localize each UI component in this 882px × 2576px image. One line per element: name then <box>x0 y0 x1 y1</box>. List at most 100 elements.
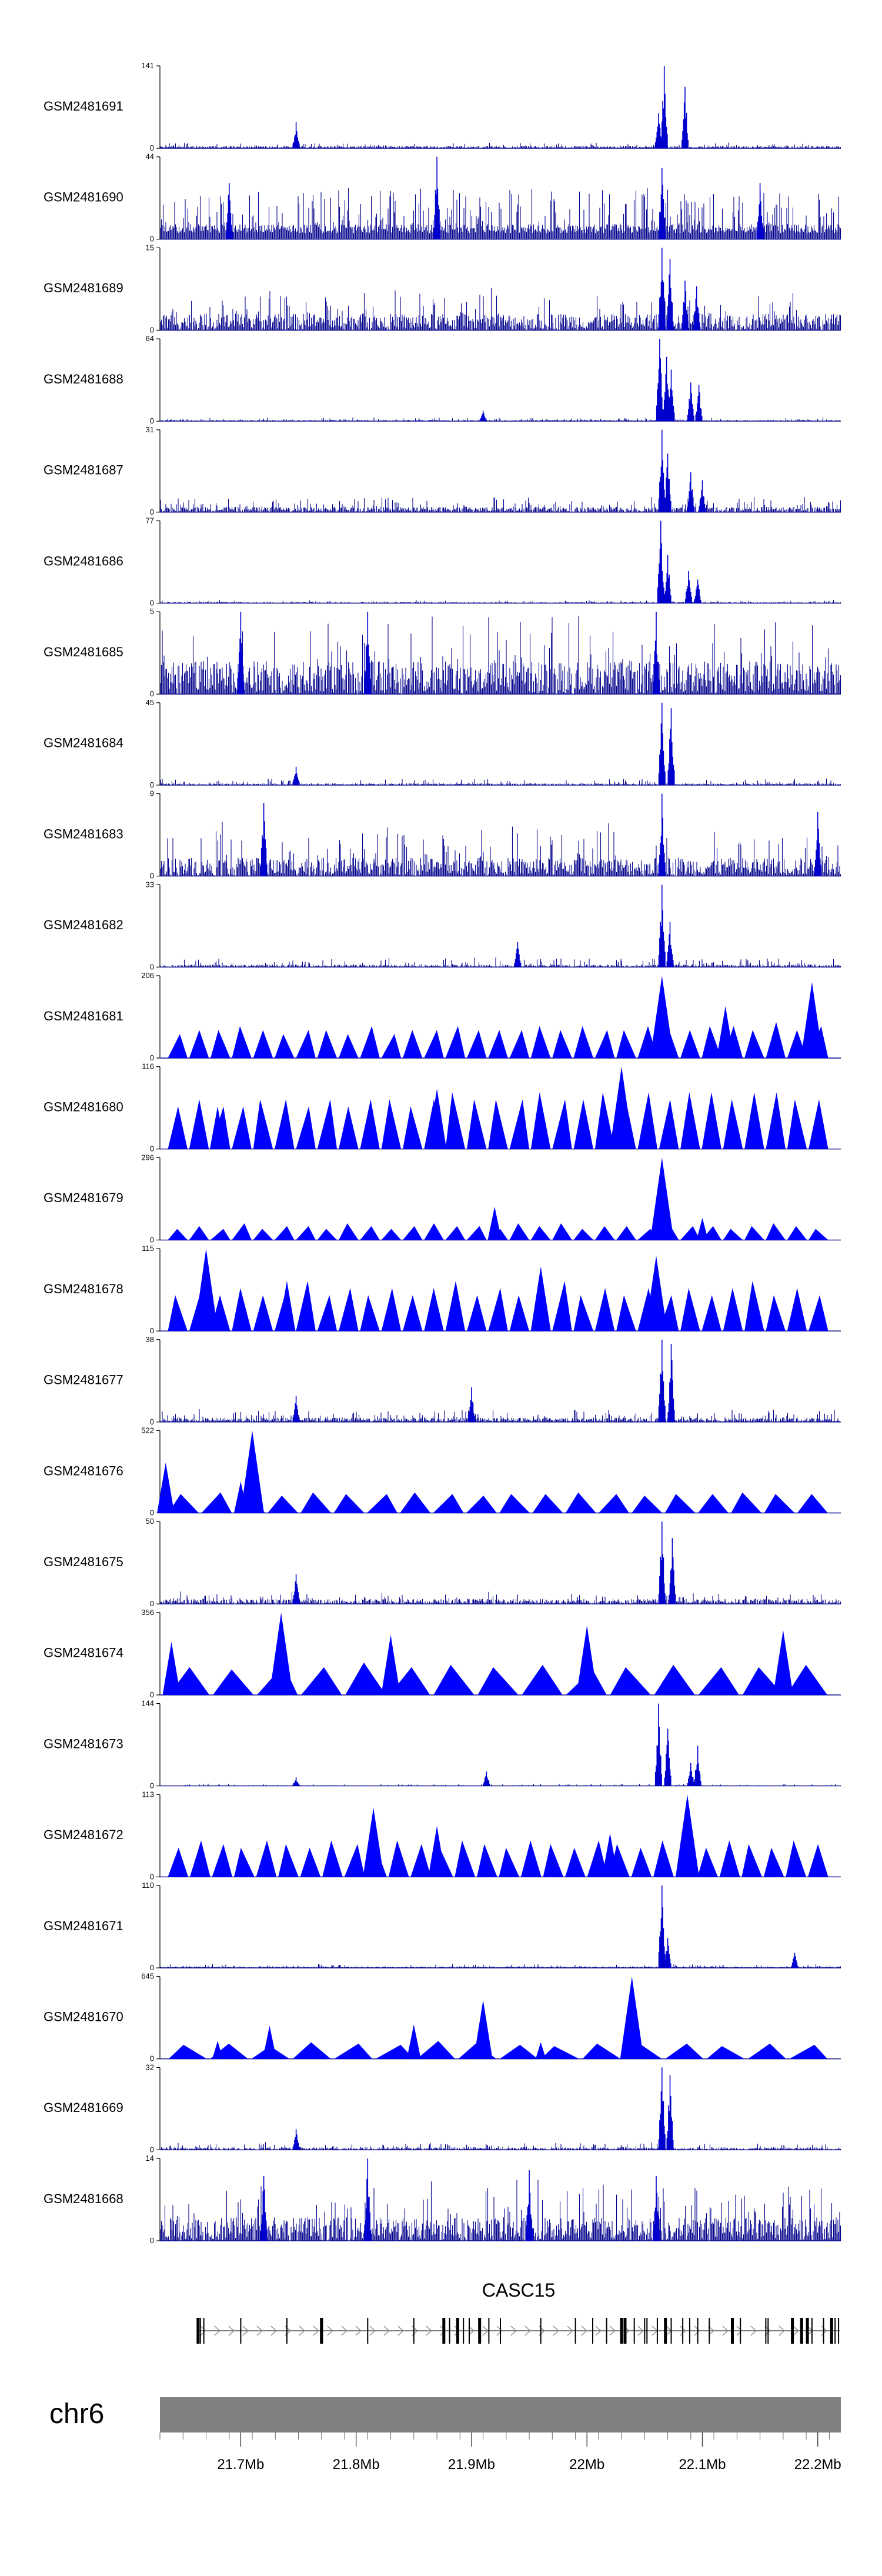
signal-peak <box>381 1634 400 1695</box>
coverage-triangle <box>344 1844 365 1877</box>
coverage-triangle <box>455 1840 475 1877</box>
axis-tick-label: 22.2Mb <box>794 2457 841 2472</box>
signal-peak <box>645 1256 667 1332</box>
coverage-triangle <box>594 1288 615 1332</box>
coverage-triangle <box>499 1847 519 1877</box>
coverage-signal <box>160 1409 840 1422</box>
signal-peak <box>162 1641 181 1695</box>
coverage-triangle <box>797 1494 828 1513</box>
track-GSM2481677: GSM2481677 38 0 <box>44 1335 841 1426</box>
coverage-triangle <box>808 1099 828 1149</box>
y-max-label: 522 <box>141 1426 154 1435</box>
y-max-label: 356 <box>141 1608 154 1617</box>
coverage-triangle <box>403 1295 423 1332</box>
coverage-triangle <box>610 1667 651 1695</box>
coverage-triangle <box>499 1494 530 1513</box>
track-label: GSM2481687 <box>44 463 123 478</box>
y-max-label: 44 <box>146 152 154 161</box>
exon-block <box>367 2318 369 2344</box>
coverage-triangle <box>680 1288 700 1332</box>
coverage-triangle <box>573 1295 593 1332</box>
coverage-triangle <box>477 1844 497 1877</box>
strand-arrow <box>468 2325 475 2336</box>
coverage-triangle <box>723 1288 743 1332</box>
y-max-label: 32 <box>146 2063 154 2071</box>
coverage-triangle <box>698 1667 739 1695</box>
track-GSM2481668: GSM2481668 14 0 <box>44 2154 841 2245</box>
coverage-triangle <box>168 1295 188 1332</box>
coverage-triangle <box>766 1295 786 1332</box>
strand-arrow <box>369 2325 376 2336</box>
coverage-triangle <box>509 1295 529 1332</box>
exon-block <box>413 2318 415 2344</box>
y-min-label: 0 <box>150 1144 154 1153</box>
strand-arrow <box>256 2325 263 2336</box>
strand-arrow <box>609 2325 616 2336</box>
signal-peak <box>676 1794 699 1877</box>
coverage-triangle <box>360 1099 380 1149</box>
exon-block <box>800 2318 803 2344</box>
exon-block <box>606 2318 607 2344</box>
coverage-triangle <box>467 1030 487 1058</box>
coverage-triangle <box>424 1223 444 1240</box>
signal-peak <box>801 982 823 1058</box>
signal-peak <box>620 1976 644 2059</box>
track-GSM2481669: GSM2481669 32 0 <box>44 2063 841 2154</box>
signal-peak <box>667 369 675 422</box>
exon-block <box>592 2318 593 2344</box>
strand-arrow <box>313 2325 319 2336</box>
coverage-triangle <box>410 1844 431 1877</box>
coverage-triangle <box>381 1099 402 1149</box>
signal-peak <box>653 612 660 695</box>
strand-arrow <box>567 2325 573 2336</box>
coverage-triangle <box>541 2046 579 2059</box>
y-max-label: 50 <box>146 1517 154 1526</box>
exon-block <box>469 2318 470 2344</box>
coverage-triangle <box>445 1280 466 1332</box>
track-label: GSM2481681 <box>44 1009 123 1023</box>
track-label: GSM2481679 <box>44 1190 123 1205</box>
exon-block <box>540 2318 542 2344</box>
strand-arrow <box>581 2325 587 2336</box>
signal-peak <box>530 1266 551 1332</box>
signal-peak <box>687 1763 694 1786</box>
coverage-triangle <box>301 1667 342 1695</box>
coverage-triangle <box>168 1494 199 1513</box>
coverage-triangle <box>445 1226 466 1240</box>
coverage-triangle <box>300 1492 332 1513</box>
signal-peak <box>364 612 372 695</box>
signal-peak <box>262 2026 277 2059</box>
coverage-tracks: GSM24816911410GSM2481690440GSM2481689150… <box>44 61 841 2245</box>
axis-tick-label: 21.7Mb <box>217 2457 264 2472</box>
coverage-triangle <box>631 1847 652 1877</box>
signal-peak <box>260 2176 268 2241</box>
signal-peak <box>699 480 706 512</box>
signal-peak <box>364 2158 372 2241</box>
coverage-triangle <box>659 1099 679 1149</box>
track-GSM2481690: GSM2481690 44 0 <box>44 152 841 243</box>
signal-peak <box>260 803 268 876</box>
track-GSM2481675: GSM2481675 50 0 <box>44 1517 841 1608</box>
strand-arrow <box>327 2325 333 2336</box>
chromosome-label: chr6 <box>49 2398 104 2430</box>
strand-arrow <box>214 2325 220 2336</box>
coverage-triangle <box>742 1667 783 1695</box>
signal-peak <box>658 885 666 967</box>
coverage-triangle <box>697 1847 718 1877</box>
track-label: GSM2481668 <box>44 2191 123 2206</box>
signal-peak <box>694 579 701 603</box>
coverage-triangle <box>232 1106 252 1149</box>
coverage-triangle <box>701 1026 721 1058</box>
strand-arrow <box>200 2325 206 2336</box>
coverage-triangle <box>532 1494 563 1513</box>
signal-peak <box>658 1521 666 1604</box>
exon-block <box>830 2318 833 2344</box>
signal-peak <box>234 1481 248 1513</box>
signal-peak <box>514 942 522 967</box>
coverage-triangle <box>375 2044 414 2059</box>
y-max-label: 77 <box>146 516 154 525</box>
track-label: GSM2481690 <box>44 190 123 205</box>
coverage-triangle <box>488 1288 508 1332</box>
coverage-triangle <box>400 1492 431 1513</box>
coverage-triangle <box>275 1226 295 1240</box>
